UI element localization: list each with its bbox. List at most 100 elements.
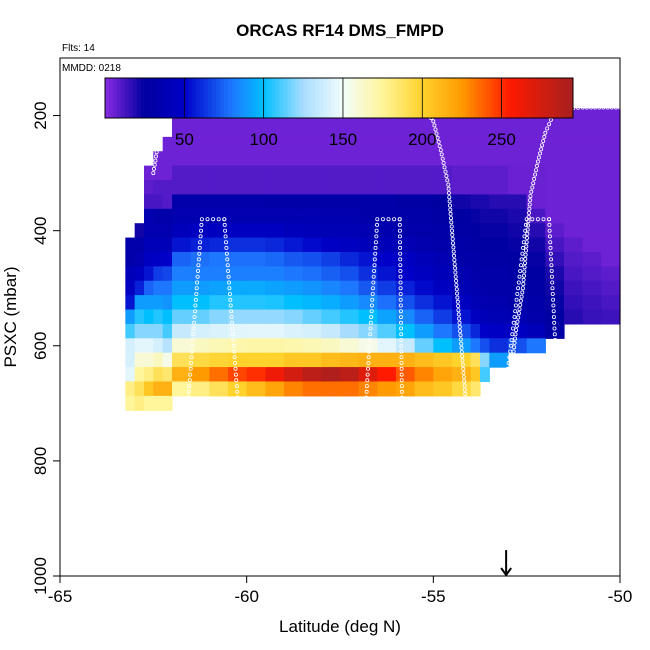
track-point: [559, 464, 564, 469]
heatmap-cell: [601, 295, 621, 311]
track-point: [360, 447, 365, 452]
heatmap-cell: [340, 136, 360, 152]
heatmap-cell: [545, 208, 565, 224]
heatmap-cell: [377, 165, 397, 181]
track-point: [518, 268, 523, 273]
track-point: [450, 241, 455, 246]
track-point: [512, 340, 517, 345]
heatmap-cell: [321, 266, 341, 282]
track-point: [181, 464, 186, 469]
heatmap-cell: [321, 208, 341, 224]
track-point: [538, 151, 543, 156]
heatmap-cell: [470, 381, 481, 397]
track-point: [179, 493, 184, 498]
colorbar-strip: [430, 78, 435, 118]
heatmap-cell: [321, 295, 341, 311]
colorbar-strip: [160, 78, 165, 118]
heatmap-cell: [340, 208, 360, 224]
track-point: [239, 453, 244, 458]
track-point: [467, 440, 472, 445]
heatmap-cell: [125, 381, 136, 397]
colorbar-strip: [335, 78, 340, 118]
colorbar-strip: [537, 78, 542, 118]
heatmap-cell: [265, 180, 285, 196]
track-point: [222, 217, 227, 222]
heatmap-cell: [377, 381, 397, 397]
track-point: [580, 105, 585, 110]
heatmap-cell: [134, 323, 145, 339]
track-point: [473, 489, 478, 494]
track-point: [547, 234, 552, 239]
track-point: [157, 133, 162, 138]
track-point: [547, 217, 552, 222]
heatmap-cell: [265, 295, 285, 311]
colorbar-strip: [497, 78, 503, 118]
heatmap-cell: [162, 165, 173, 181]
track-point: [553, 349, 558, 354]
track-point: [576, 105, 581, 110]
heatmap-cell: [508, 295, 528, 311]
heatmap-cell: [284, 367, 304, 383]
track-point: [359, 464, 364, 469]
heatmap-cell: [433, 295, 453, 311]
heatmap-cell: [358, 223, 378, 239]
heatmap-cell: [433, 381, 453, 397]
track-point: [453, 266, 458, 271]
track-point: [504, 409, 509, 414]
heatmap-cells: [125, 108, 621, 411]
heatmap-cell: [144, 395, 154, 411]
track-point: [367, 337, 372, 342]
track-point: [552, 326, 557, 331]
heatmap-cell: [452, 208, 472, 224]
track-point: [496, 453, 501, 458]
heatmap-cell: [153, 395, 164, 411]
track-point: [460, 358, 465, 363]
track-point: [540, 143, 545, 148]
track-point: [158, 129, 163, 134]
track-point: [400, 424, 405, 429]
track-point: [400, 470, 405, 475]
track-point: [470, 469, 475, 474]
track-point: [556, 401, 561, 406]
track-point: [185, 407, 190, 412]
y-tick-label: 200: [31, 101, 50, 129]
track-point: [436, 139, 441, 144]
heatmap-cell: [414, 280, 434, 296]
heatmap-cell: [582, 280, 602, 296]
heatmap-cell: [508, 251, 528, 267]
heatmap-cell: [377, 338, 397, 354]
track-point: [511, 353, 516, 358]
track-point: [456, 308, 461, 313]
track-point: [512, 314, 517, 319]
track-point: [156, 141, 161, 146]
colorbar-strip: [438, 78, 443, 118]
heatmap-cell: [480, 136, 490, 152]
heatmap-cell: [153, 223, 164, 239]
track-point: [466, 424, 471, 429]
track-point: [532, 176, 537, 181]
track-point: [366, 360, 371, 365]
colorbar-tick-label: 250: [487, 130, 515, 149]
heatmap-cell: [302, 136, 322, 152]
track-point: [492, 476, 497, 481]
heatmap-cell: [190, 180, 210, 196]
track-point: [522, 273, 527, 278]
heatmap-cell: [470, 338, 481, 354]
track-point: [454, 287, 459, 292]
colorbar-strip: [521, 78, 526, 118]
heatmap-cell: [414, 323, 434, 339]
track-point: [471, 473, 476, 478]
track-point: [510, 332, 515, 337]
track-point: [467, 445, 472, 450]
track-point: [489, 516, 494, 521]
heatmap-cell: [246, 223, 266, 239]
heatmap-cell: [396, 309, 416, 325]
heatmap-cell: [545, 323, 565, 339]
heatmap-cell: [190, 194, 210, 210]
track-point: [180, 476, 185, 481]
track-point: [216, 217, 221, 222]
heatmap-cell: [153, 381, 164, 397]
track-point: [524, 244, 529, 249]
heatmap-cell: [414, 165, 434, 181]
colorbar-strip: [545, 78, 550, 118]
